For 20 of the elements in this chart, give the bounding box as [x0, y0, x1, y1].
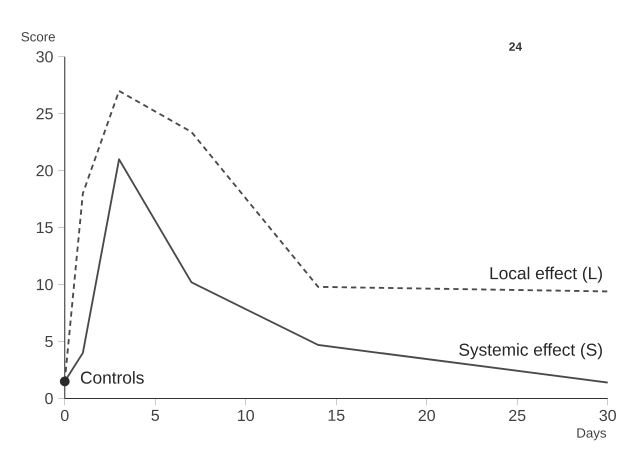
x-axis-title: Days: [577, 428, 606, 440]
y-tick-label: 25: [36, 108, 53, 120]
y-tick-label: 15: [36, 222, 53, 234]
x-tick-label: 10: [238, 410, 254, 421]
annotation: Controls: [80, 370, 144, 384]
x-tick-label: 20: [418, 410, 435, 421]
text: 24: [509, 42, 522, 51]
x-tick-label: 15: [328, 410, 344, 421]
y-tick-label: 5: [45, 336, 53, 347]
series-label: Systemic effect (S): [459, 343, 602, 360]
y-tick-label: 30: [36, 51, 53, 62]
x-tick-label: 30: [599, 410, 616, 421]
y-tick-label: 10: [36, 278, 53, 290]
series-label: Local effect (L): [490, 266, 602, 283]
y-tick-label: 0: [45, 392, 53, 404]
y-tick-label: 20: [36, 164, 53, 176]
x-tick-label: 0: [60, 410, 69, 421]
x-tick-label: 5: [151, 410, 160, 421]
y-axis-title: Score: [21, 32, 55, 42]
x-tick-label: 25: [509, 410, 526, 421]
